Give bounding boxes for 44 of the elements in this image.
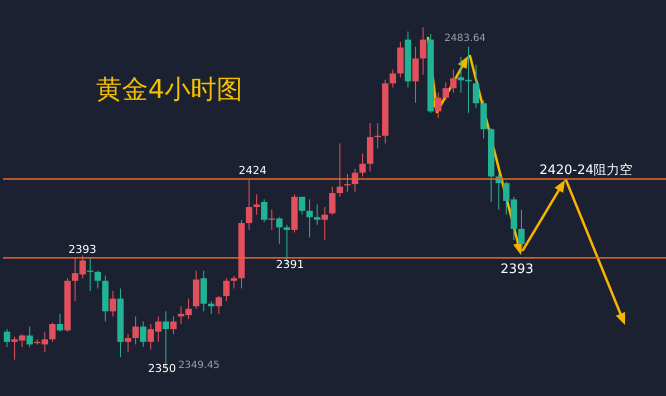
- candlestick: [170, 316, 177, 335]
- candlestick: [94, 270, 101, 289]
- candlestick: [518, 209, 525, 251]
- candlestick: [329, 186, 336, 216]
- candlestick: [336, 142, 344, 198]
- annotation: 2393: [500, 262, 534, 277]
- candlestick: [110, 290, 116, 317]
- candlestick: [132, 316, 139, 345]
- candlestick: [4, 328, 10, 348]
- candlestick: [216, 296, 222, 314]
- ref-line-label: 2393: [68, 242, 96, 256]
- candlestick: [420, 26, 426, 76]
- candlestick: [261, 198, 268, 223]
- candlestick: [344, 173, 351, 192]
- candlestick: [230, 275, 238, 289]
- candlestick: [306, 198, 313, 238]
- candlestick: [87, 257, 94, 292]
- candlestick: [276, 216, 283, 244]
- candlestick: [472, 64, 480, 108]
- candlestick: [322, 206, 328, 241]
- annotation: 2391: [276, 258, 304, 271]
- text: 2420-24阻力空: [539, 163, 633, 178]
- candlestick: [140, 321, 146, 348]
- candlestick: [49, 322, 56, 342]
- candlestick: [56, 313, 64, 332]
- candlestick: [253, 194, 260, 216]
- candlestick: [412, 46, 419, 104]
- candlestick: [450, 69, 457, 94]
- candlestick: [390, 69, 396, 88]
- candlestick: [124, 334, 132, 353]
- candlestick: [26, 326, 33, 348]
- annotation: 2350: [148, 362, 176, 375]
- candlestick: [223, 278, 230, 302]
- candlestick: [359, 153, 366, 177]
- candlestick: [314, 204, 320, 226]
- candlestick: [246, 178, 252, 230]
- ref-line-label: 2424: [238, 164, 267, 178]
- annotation: 2349.45: [178, 360, 220, 371]
- candlestick: [442, 82, 449, 101]
- candlestick: [208, 300, 214, 314]
- candlestick: [298, 196, 306, 216]
- text: 黄金4小时图: [96, 74, 243, 107]
- candlestick: [435, 92, 442, 118]
- annotation: 2483.64: [444, 33, 486, 44]
